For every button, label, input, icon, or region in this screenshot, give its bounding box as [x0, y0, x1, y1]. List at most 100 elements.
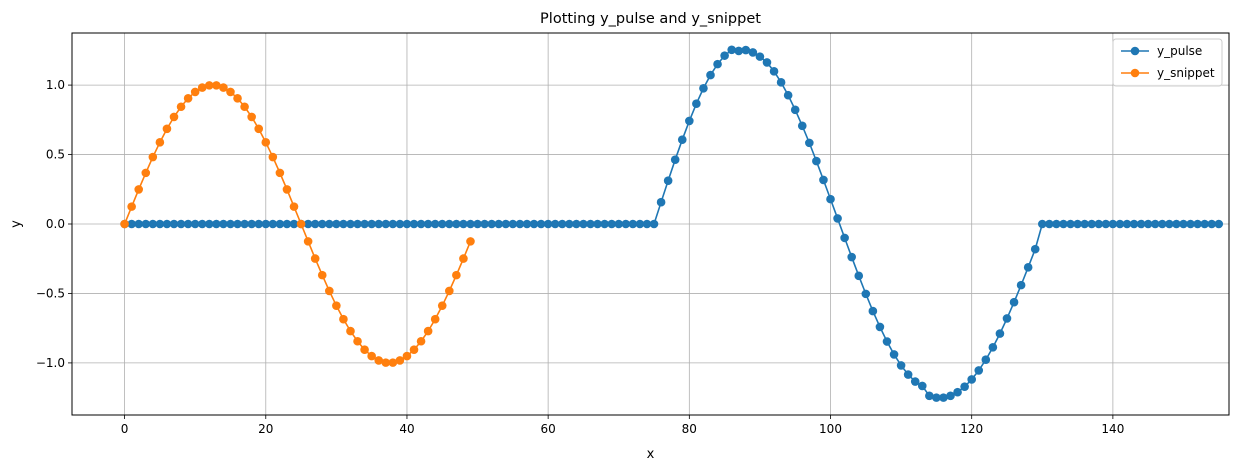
data-point	[917, 381, 927, 391]
data-point	[692, 99, 701, 109]
data-point	[367, 351, 376, 361]
data-point	[176, 102, 186, 112]
data-point	[910, 377, 920, 386]
legend-item-y_snippet: y_snippet	[1121, 66, 1215, 80]
data-point	[395, 356, 405, 365]
data-point	[529, 219, 539, 229]
x-tick-label: 20	[258, 422, 273, 436]
data-point	[282, 185, 292, 194]
data-point	[1094, 219, 1104, 229]
data-point	[1066, 219, 1075, 229]
data-point	[169, 112, 179, 122]
data-point	[685, 116, 694, 126]
data-point	[197, 83, 207, 92]
data-point	[374, 356, 384, 365]
data-point	[1200, 219, 1209, 229]
x-tick-label: 60	[541, 422, 556, 436]
data-point	[303, 237, 313, 246]
data-point	[247, 219, 256, 229]
data-point	[452, 219, 461, 229]
data-point	[1030, 244, 1040, 254]
data-point	[586, 219, 595, 229]
data-point	[303, 219, 313, 229]
data-point	[197, 219, 207, 229]
data-point	[543, 219, 553, 229]
data-point	[635, 219, 645, 229]
data-point	[360, 219, 369, 229]
data-point	[381, 219, 391, 229]
data-point	[783, 90, 793, 100]
data-point	[183, 93, 193, 103]
data-point	[720, 51, 729, 60]
data-point	[579, 219, 588, 229]
data-point	[1016, 280, 1026, 290]
data-point	[713, 59, 722, 69]
data-point	[452, 270, 461, 280]
ticks: 0 20 40 60 80 100 120 140 −1.0 −0.5 0.0 0.5 1.0	[36, 78, 1124, 436]
data-point	[268, 219, 278, 229]
data-point	[183, 219, 193, 229]
data-point	[826, 194, 835, 204]
data-point	[445, 286, 454, 296]
data-point	[402, 351, 412, 361]
data-point	[1143, 219, 1153, 229]
data-point	[755, 52, 765, 61]
data-point	[275, 219, 285, 229]
data-point	[466, 237, 475, 246]
data-point	[974, 366, 984, 375]
y-tick-label: 0.5	[46, 148, 65, 162]
data-point	[289, 219, 299, 229]
data-point	[445, 219, 454, 229]
data-point	[840, 233, 849, 243]
data-point	[1009, 297, 1019, 307]
data-point	[593, 219, 602, 229]
y-tick-label: 0.0	[46, 217, 65, 231]
data-point	[1052, 219, 1061, 229]
data-point	[868, 306, 878, 316]
data-point	[1023, 263, 1033, 272]
data-point	[212, 219, 221, 229]
data-point	[381, 358, 391, 367]
data-point	[127, 219, 136, 229]
data-point	[748, 48, 758, 57]
x-tick-label: 140	[1101, 422, 1124, 436]
legend-marker	[1130, 46, 1140, 56]
data-point	[466, 219, 475, 229]
y-axis-label: y	[9, 220, 24, 228]
data-point	[325, 219, 334, 229]
data-point	[494, 219, 504, 229]
data-point	[1073, 219, 1082, 229]
data-point	[727, 45, 736, 55]
data-point	[1059, 219, 1068, 229]
data-point	[190, 87, 200, 97]
data-point	[600, 219, 609, 229]
data-point	[162, 124, 172, 134]
data-point	[649, 219, 659, 229]
data-point	[847, 252, 856, 262]
data-point	[437, 301, 447, 310]
data-point	[205, 219, 214, 229]
data-point	[437, 219, 447, 229]
data-point	[1108, 219, 1118, 229]
data-point	[1165, 219, 1174, 229]
data-point	[925, 391, 934, 401]
data-point	[148, 152, 158, 162]
data-point	[233, 93, 242, 103]
data-point	[988, 343, 998, 352]
data-point	[939, 393, 948, 402]
data-point	[1115, 219, 1125, 229]
series-y_pulse	[120, 45, 1224, 402]
data-point	[409, 345, 419, 355]
data-point	[480, 219, 489, 229]
data-point	[219, 83, 228, 92]
data-point	[981, 355, 991, 365]
data-point	[805, 138, 814, 148]
y-tick-label: −0.5	[36, 286, 65, 300]
data-point	[967, 375, 976, 384]
data-point	[141, 168, 151, 178]
data-point	[797, 121, 807, 131]
data-point	[1179, 219, 1188, 229]
data-point	[346, 326, 355, 336]
data-point	[176, 219, 186, 229]
